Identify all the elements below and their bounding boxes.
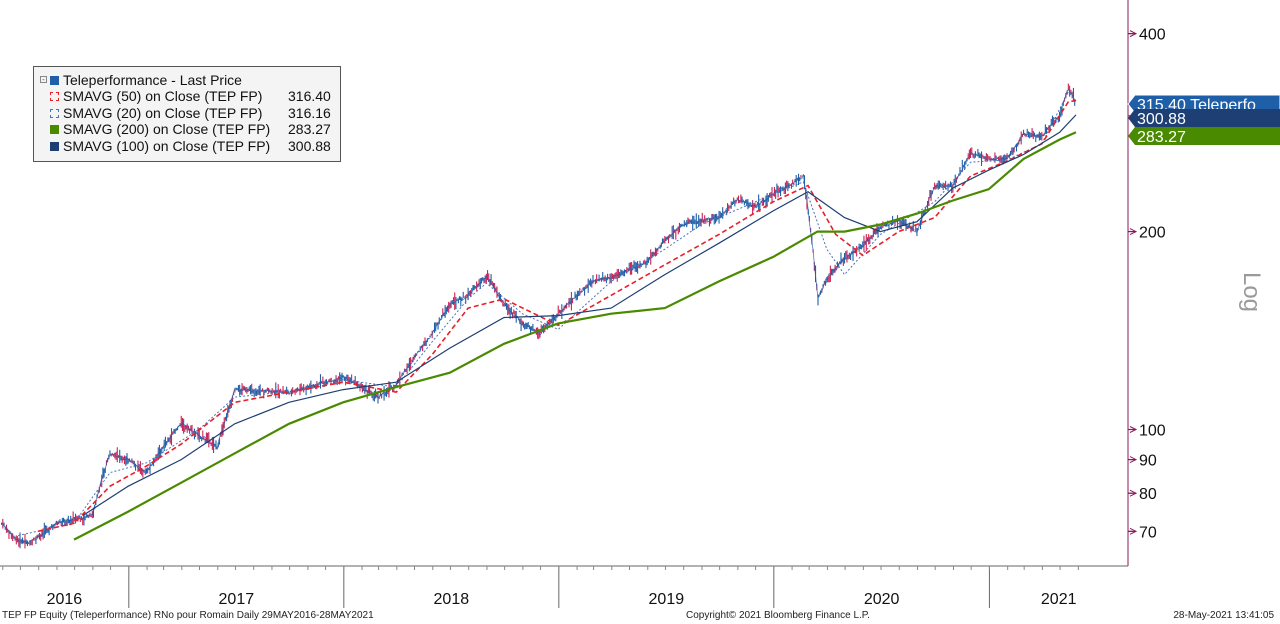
y-tick-arrow-icon [1129, 527, 1138, 535]
y-tick-label: 90 [1139, 453, 1157, 470]
legend-label: SMAVG (20) on Close (TEP FP) [63, 104, 263, 121]
footer-timestamp: 28-May-2021 13:41:05 [1173, 610, 1274, 621]
legend-key-sma20 [50, 108, 59, 118]
legend-key-price [50, 76, 59, 85]
x-tick-label: 2018 [434, 591, 470, 608]
sma-layer [17, 91, 1077, 541]
y-tick-arrow-icon [1129, 30, 1138, 38]
last-value-flag [1128, 109, 1280, 127]
y-axis: 70 80 90 100 200 400 [1127, 0, 1166, 566]
sma50-line [37, 99, 1077, 533]
y-tick-arrow-icon [1129, 228, 1138, 236]
legend-value: 316.40 [288, 88, 331, 105]
legend-item-sma100[interactable]: SMAVG (100) on Close (TEP FP) 300.88 [40, 138, 340, 154]
footer-source: TEP FP Equity (Teleperformance) RNo pour… [2, 610, 374, 621]
last-value-label: 283.27 [1137, 129, 1186, 146]
y-tick-arrow-icon [1129, 426, 1138, 433]
x-tick-label: 2017 [219, 591, 255, 608]
legend-item-sma50[interactable]: SMAVG (50) on Close (TEP FP) 316.40 [40, 88, 340, 104]
legend-label: SMAVG (100) on Close (TEP FP) [63, 137, 271, 154]
x-axis: 2016 2017 2018 2019 2020 2021 [0, 565, 1128, 608]
y-tick-label: 100 [1139, 422, 1166, 439]
log-scale-text: Log [1238, 272, 1265, 312]
y-tick-label: 400 [1139, 27, 1166, 44]
x-tick-label: 2021 [1041, 591, 1077, 608]
x-tick-label: 2019 [649, 591, 685, 608]
legend-label: SMAVG (50) on Close (TEP FP) [63, 88, 263, 105]
last-value-label: 300.88 [1137, 111, 1186, 128]
y-tick-label: 200 [1139, 225, 1166, 242]
legend-value: 300.88 [288, 137, 331, 154]
legend-value: 316.16 [288, 104, 331, 121]
sma100-line [82, 114, 1077, 517]
chart-legend[interactable]: - Teleperformance - Last Price SMAVG (50… [33, 66, 341, 162]
sma200-line [73, 131, 1077, 541]
y-tick-label: 80 [1139, 486, 1157, 503]
legend-key-sma50 [50, 92, 59, 102]
legend-key-sma100 [50, 141, 59, 151]
collapse-toggle-icon[interactable]: - [40, 76, 47, 84]
legend-label: Teleperformance - Last Price [63, 72, 242, 88]
sma20-line [17, 91, 1077, 536]
log-scale-label: Log [1238, 272, 1265, 312]
legend-item-sma20[interactable]: SMAVG (20) on Close (TEP FP) 316.16 [40, 105, 340, 121]
y-tick-label: 70 [1139, 524, 1157, 541]
footer-copyright: Copyright© 2021 Bloomberg Finance L.P. [686, 610, 870, 621]
y-tick-arrow-icon [1129, 489, 1138, 497]
last-value-flag [1128, 127, 1280, 145]
x-tick-label: 2020 [864, 591, 900, 608]
legend-value: 283.27 [288, 121, 331, 138]
legend-item-price[interactable]: - Teleperformance - Last Price [40, 72, 340, 88]
y-tick-arrow-icon [1129, 456, 1138, 464]
legend-label: SMAVG (200) on Close (TEP FP) [63, 121, 271, 138]
x-tick-label: 2016 [47, 591, 83, 608]
legend-item-sma200[interactable]: SMAVG (200) on Close (TEP FP) 283.27 [40, 121, 340, 137]
legend-key-sma200 [50, 125, 59, 135]
